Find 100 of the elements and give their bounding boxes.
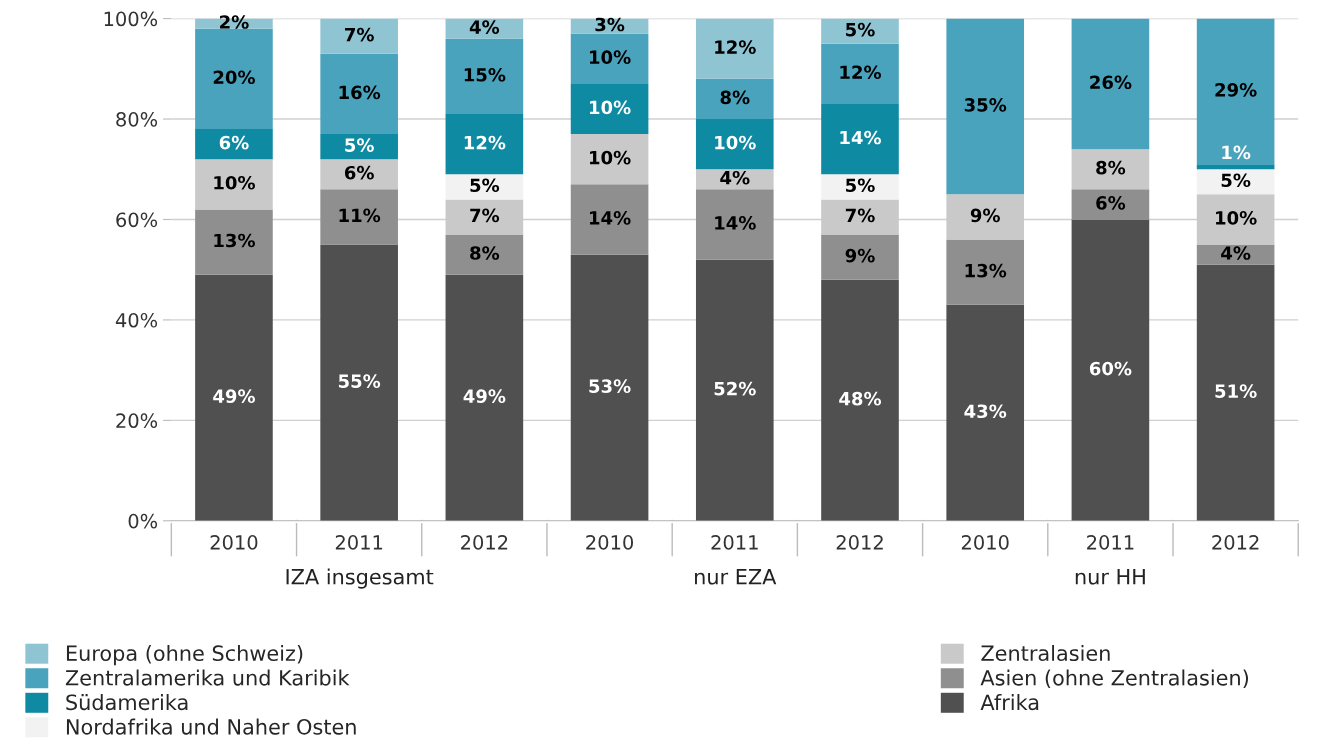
legend-label: Afrika: [980, 694, 1039, 711]
bar: [821, 234, 899, 280]
data-label: 10%: [1216, 211, 1257, 225]
bar: [445, 174, 524, 200]
bar: [1196, 264, 1275, 521]
data-label: 10%: [214, 175, 255, 190]
data-label: 60%: [1089, 361, 1132, 376]
bar: [695, 189, 774, 260]
bar: [1071, 18, 1150, 150]
data-label: 4%: [720, 170, 750, 185]
data-label: 13%: [965, 263, 1007, 278]
data-label: 6%: [219, 135, 249, 150]
text: nur HH: [1075, 569, 1145, 585]
bar: [195, 129, 273, 160]
bar: [320, 18, 398, 54]
x-tick-label: 2011: [711, 535, 758, 550]
data-label: 5%: [470, 178, 500, 193]
data-label: 43%: [964, 404, 1007, 419]
data-label: 53%: [589, 379, 631, 393]
bar: [946, 304, 1025, 521]
bar: [320, 244, 398, 521]
y-tick-label: 80%: [116, 112, 158, 127]
bar: [821, 174, 899, 200]
x-tick-label: 2011: [335, 535, 383, 550]
data-label: 4%: [1221, 246, 1251, 260]
bar: [821, 43, 899, 104]
bar: [320, 53, 398, 135]
data-label: 51%: [1215, 384, 1257, 398]
bar: [1196, 18, 1275, 165]
y-tick-label: 40%: [115, 312, 158, 328]
bar: [695, 119, 774, 170]
data-label: 7%: [470, 208, 500, 223]
bar: [320, 159, 398, 190]
bar: [570, 184, 649, 255]
bar: [195, 209, 273, 275]
bar: [1071, 189, 1150, 220]
x-tick-label: 2010: [961, 535, 1009, 550]
data-label: 9%: [845, 248, 875, 263]
x-tick-label: 2011: [1087, 535, 1134, 550]
bar: [821, 279, 899, 521]
data-label: 10%: [590, 100, 631, 115]
data-label: 11%: [339, 208, 381, 223]
bar: [946, 18, 1025, 195]
legend-label: Nordafrika und Naher Osten: [66, 718, 356, 735]
bar: [570, 83, 649, 135]
data-label: 55%: [338, 374, 381, 388]
text: IZA insgesamt: [286, 568, 434, 589]
data-label: 15%: [464, 67, 506, 82]
data-label: 10%: [590, 50, 631, 65]
y-tick-label: 0%: [128, 513, 158, 529]
data-label: 26%: [1090, 75, 1132, 90]
y-tick-label: 100%: [104, 11, 158, 27]
data-label: 5%: [1221, 173, 1251, 188]
x-tick-label: 2012: [836, 535, 883, 550]
text: nur EZA: [695, 569, 777, 585]
data-label: 49%: [213, 389, 255, 403]
data-label: 2%: [220, 15, 249, 29]
bar: [320, 189, 398, 245]
x-tick-label: 2012: [1212, 535, 1259, 550]
bar: [1196, 164, 1275, 170]
bar: [570, 254, 649, 521]
x-tick-label: 2010: [586, 535, 634, 550]
legend-label: Zentralasien: [981, 644, 1110, 662]
data-label: 5%: [846, 178, 875, 193]
data-label: 6%: [1096, 196, 1126, 210]
data-label: 10%: [590, 150, 631, 165]
data-label: 13%: [214, 233, 255, 248]
data-label: 8%: [1096, 160, 1126, 175]
legend-label: Südamerika: [66, 694, 188, 711]
data-label: 7%: [845, 208, 875, 223]
bar: [195, 159, 273, 210]
bar: [570, 134, 649, 185]
data-label: 5%: [345, 138, 374, 152]
bar: [821, 103, 899, 175]
data-label: 16%: [339, 85, 381, 100]
bar: [445, 234, 524, 275]
data-label: 52%: [714, 381, 756, 396]
data-label: 20%: [213, 70, 255, 85]
data-label: 48%: [839, 391, 882, 406]
data-label: 10%: [715, 135, 756, 150]
bar: [946, 239, 1025, 305]
y-tick-label: 60%: [116, 212, 158, 228]
data-label: 4%: [469, 20, 500, 34]
bar: [320, 134, 398, 160]
bar: [1196, 169, 1275, 195]
bar: [445, 114, 524, 175]
bar: [1071, 219, 1150, 521]
data-label: 6%: [344, 165, 374, 180]
bar: [1071, 149, 1150, 190]
data-label: 12%: [715, 40, 756, 54]
data-label: 14%: [715, 216, 756, 230]
x-tick-label: 2012: [461, 535, 508, 550]
bar: [570, 33, 649, 84]
data-label: 29%: [1215, 83, 1257, 97]
data-label: 14%: [840, 130, 882, 145]
data-label: 8%: [470, 246, 500, 260]
data-label: 5%: [846, 22, 875, 37]
bar: [195, 274, 273, 521]
bar: [445, 38, 524, 115]
data-label: 14%: [590, 211, 631, 225]
